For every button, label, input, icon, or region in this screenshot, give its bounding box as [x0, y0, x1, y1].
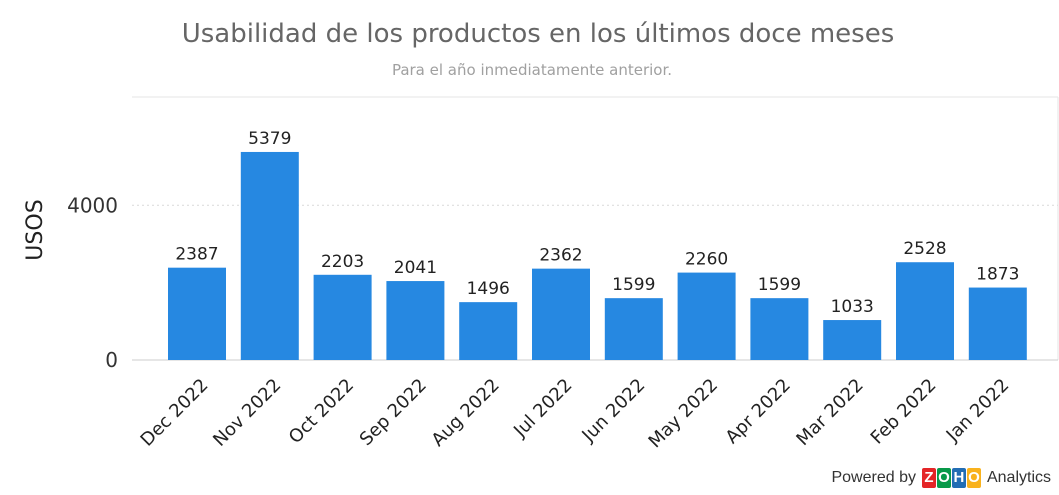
x-tick-label: Sep 2022 [356, 375, 431, 450]
data-label: 1496 [467, 279, 510, 299]
zoho-logo: Z O H O [921, 468, 981, 488]
powered-by-text: Powered by [831, 469, 916, 486]
data-label: 1599 [612, 275, 655, 295]
chart-title: Usabilidad de los productos en los últim… [182, 19, 895, 49]
data-label: 1599 [758, 275, 801, 295]
y-tick-label: 0 [105, 348, 118, 372]
bar[interactable] [823, 320, 882, 360]
data-label: 1033 [831, 297, 874, 317]
data-label: 2362 [539, 246, 582, 266]
plot-area [132, 96, 1059, 360]
data-label: 2041 [394, 258, 437, 278]
bars [168, 151, 1027, 360]
y-axis-label: USOS [23, 199, 48, 260]
powered-by-footer[interactable]: Powered by Z O H O Analytics [831, 465, 1051, 491]
x-tick-label: Jul 2022 [509, 375, 576, 442]
analytics-text: Analytics [986, 469, 1051, 486]
bar[interactable] [750, 298, 809, 360]
data-label: 2260 [685, 250, 728, 270]
zoho-letter-z: Z [921, 468, 936, 488]
data-label: 5379 [248, 129, 291, 149]
bar[interactable] [313, 274, 372, 360]
bar[interactable] [240, 151, 299, 360]
x-tick-label: Jun 2022 [577, 375, 649, 447]
y-tick-label: 4000 [67, 193, 118, 217]
chart-subtitle: Para el año inmediatamente anterior. [392, 61, 672, 79]
x-tick-label: Feb 2022 [867, 375, 941, 449]
zoho-letter-o: O [936, 468, 951, 488]
data-label: 2528 [903, 239, 946, 259]
data-label: 2387 [175, 245, 218, 265]
x-tick-label: Oct 2022 [285, 375, 358, 448]
bar[interactable] [386, 281, 445, 360]
x-tick-label: Jan 2022 [942, 375, 1014, 447]
bar[interactable] [459, 302, 518, 360]
x-tick-label: Apr 2022 [722, 375, 795, 448]
zoho-letter-h: H [951, 468, 966, 488]
x-tick-label: May 2022 [645, 375, 723, 453]
bar[interactable] [532, 268, 590, 360]
bar[interactable] [968, 287, 1027, 360]
zoho-letter-o2: O [966, 468, 981, 488]
x-tick-label: Dec 2022 [137, 375, 213, 451]
x-tick-label: Mar 2022 [792, 375, 867, 450]
data-label: 1873 [976, 265, 1019, 285]
data-label: 2203 [321, 252, 364, 272]
bar[interactable] [168, 267, 226, 360]
data-labels: 2387 5379 2203 2041 1496 2362 1599 2260 1599 1033… [175, 129, 1019, 317]
bar[interactable] [677, 272, 736, 360]
x-tick-label: Aug 2022 [428, 375, 504, 451]
bar[interactable] [896, 262, 954, 360]
x-tick-label: Nov 2022 [209, 375, 285, 451]
y-axis-ticks: 0 4000 [67, 193, 118, 372]
bar[interactable] [604, 298, 663, 360]
